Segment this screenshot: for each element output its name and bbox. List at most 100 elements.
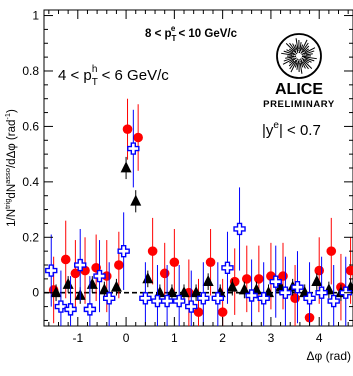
data-point-cross <box>221 261 234 274</box>
y-title-tail: /dΔφ (rad <box>6 120 18 168</box>
y-tick-label: 1 <box>32 9 39 23</box>
data-point-cross <box>291 280 304 294</box>
data-point-circle <box>290 293 300 304</box>
data-point-circle <box>193 307 204 317</box>
data-point-triangle <box>120 161 132 173</box>
data-point-cross <box>327 294 340 308</box>
data-point-cross <box>269 275 282 288</box>
x-tick-label: 0 <box>123 331 130 345</box>
x-tick-label: -1 <box>72 331 83 345</box>
data-point-circle <box>205 257 216 268</box>
data-point-triangle <box>110 280 122 292</box>
logo-ring <box>276 33 322 79</box>
logo-ray <box>289 59 297 70</box>
logo-ray <box>283 50 297 56</box>
data-point-circle <box>159 268 170 279</box>
logo-ray <box>300 44 304 52</box>
logo-ray <box>299 58 306 69</box>
y-title-mid: dN <box>6 184 18 199</box>
data-point-circle <box>122 124 133 134</box>
data-point-cross <box>197 292 210 305</box>
data-point-circle <box>114 260 124 270</box>
logo-ray <box>282 57 295 65</box>
logo-ray <box>300 42 309 54</box>
data-point-cross <box>279 286 292 299</box>
pt-electron-pre: 8 < p <box>145 28 172 40</box>
pt-electron-sub: T <box>172 34 177 43</box>
y-title-sup-unit: -1 <box>3 113 12 120</box>
data-point-cross <box>93 269 106 283</box>
logo-ray <box>303 50 315 55</box>
logo-ray <box>281 52 293 56</box>
y-tick-label: 0.8 <box>22 64 39 78</box>
data-point-circle <box>314 265 325 276</box>
pt-hadron-sub: T <box>92 77 98 88</box>
data-point-triangle <box>311 275 323 287</box>
data-point-cross <box>303 292 316 305</box>
data-point-cross <box>233 222 246 236</box>
data-point-triangle <box>130 194 142 206</box>
x-axis-title: Δφ (rad) <box>307 349 351 363</box>
pt-electron-post: < 10 GeV/c <box>175 28 237 40</box>
logo-ray <box>301 39 308 50</box>
data-point-cross <box>83 303 97 316</box>
data-point-cross <box>54 300 68 313</box>
data-point-cross <box>64 303 77 316</box>
data-point-cross <box>151 294 164 308</box>
logo-ray <box>301 57 310 64</box>
logo-ray <box>294 44 299 54</box>
y-axis-title: 1/NtrigdNasso/dΔφ (rad-1) <box>3 109 18 227</box>
pt-electron-sup: e <box>171 24 176 33</box>
logo-ray <box>301 47 316 56</box>
y-title-sup-asso: asso <box>3 168 12 184</box>
logo-ray <box>283 57 293 62</box>
y-tick-label: 0.6 <box>22 119 39 133</box>
y-title-close: ) <box>6 109 18 113</box>
axes-layer: -1 0 1 2 3 4 0 0.2 0.4 0.6 0.8 1 <box>22 9 353 345</box>
data-point-triangle <box>226 280 238 292</box>
alice-logo-text: ALICE <box>275 81 323 98</box>
logo-ray <box>302 61 309 70</box>
logo-ray <box>292 43 297 51</box>
data-point-circle <box>169 257 180 268</box>
logo-ray <box>298 42 302 54</box>
logo-ray <box>295 38 299 52</box>
x-tick-label: 2 <box>219 331 226 345</box>
y-title-base: 1/N <box>6 209 18 227</box>
preliminary-label: PRELIMINARY <box>263 99 335 110</box>
alice-logo: ALICE PRELIMINARY <box>263 33 335 110</box>
logo-ray <box>286 49 295 55</box>
data-point-circle <box>133 132 143 143</box>
y-tick-label: 0.2 <box>22 230 39 244</box>
data-point-cross <box>160 294 174 308</box>
data-point-triangle <box>142 272 154 284</box>
rapidity-sup: e <box>273 120 279 131</box>
pt-hadron-post: < 6 GeV/c <box>97 67 169 84</box>
logo-ray <box>288 60 295 67</box>
data-point-triangle <box>62 277 74 289</box>
pt-hadron-pre: 4 < p <box>58 67 92 84</box>
logo-ray <box>288 48 294 53</box>
x-tick-label: 3 <box>268 331 275 345</box>
data-point-cross <box>102 292 116 305</box>
data-point-triangle <box>166 286 178 298</box>
logo-ray <box>285 55 297 59</box>
data-point-cross <box>172 294 186 308</box>
pt-hadron-label: 4 < pTh < 6 GeV/c <box>58 64 169 88</box>
rapidity-post: | < 0.7 <box>279 122 321 139</box>
logo-ray <box>289 57 297 64</box>
data-point-circle <box>241 274 252 284</box>
data-point-cross <box>245 289 258 302</box>
y-title-sup-trig: trig <box>3 199 12 209</box>
logo-ray <box>289 42 297 53</box>
data-point-triangle <box>238 283 250 295</box>
data-point-triangle <box>50 286 62 298</box>
pt-electron-label: 8 < pTe < 10 GeV/c <box>145 24 238 43</box>
data-point-triangle <box>190 286 202 298</box>
logo-ray <box>296 60 299 70</box>
pt-hadron-sup: h <box>92 64 98 75</box>
data-point-triangle <box>202 275 214 287</box>
data-point-cross <box>185 300 198 313</box>
data-point-cross <box>117 244 130 258</box>
